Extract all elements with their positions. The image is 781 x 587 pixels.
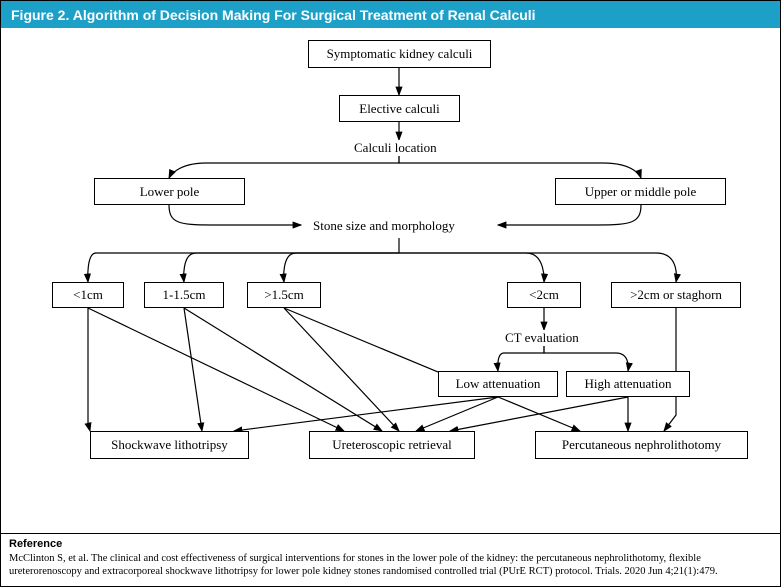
edge-t3: [284, 308, 399, 431]
node-n13: Low attenuation: [438, 371, 558, 397]
edge-e5c: [284, 253, 399, 282]
edge-e5a: [88, 253, 399, 282]
reference-text: McClinton S, et al. The clinical and cos…: [9, 552, 772, 578]
edge-e5b: [184, 253, 399, 282]
node-n4: Lower pole: [94, 178, 245, 205]
node-n9: >1.5cm: [247, 282, 321, 308]
edge-t6: [664, 308, 676, 431]
figure-title: Figure 2. Algorithm of Decision Making F…: [11, 7, 536, 23]
edge-e3a: [169, 156, 399, 178]
edge-e4a: [169, 205, 301, 225]
edge-e5e: [399, 253, 676, 282]
edge-t2: [184, 308, 202, 431]
edge-e5d: [399, 253, 544, 282]
edge-e3b: [399, 156, 641, 178]
figure-title-bar: Figure 2. Algorithm of Decision Making F…: [1, 1, 780, 28]
reference-heading: Reference: [9, 538, 772, 552]
edge-t1: [88, 308, 90, 431]
edge-e4b: [498, 205, 641, 225]
flowchart-canvas: Calculi location Stone size and morpholog…: [1, 28, 780, 523]
node-n14: High attenuation: [566, 371, 690, 397]
node-n7: <1cm: [52, 282, 124, 308]
edge-t2b: [184, 308, 382, 431]
edge-t4: [234, 397, 498, 431]
node-n5: Upper or middle pole: [555, 178, 726, 205]
label-stone_size: Stone size and morphology: [312, 218, 456, 234]
node-n2: Elective calculi: [339, 95, 460, 122]
edge-t1b: [88, 308, 344, 431]
label-calculi_location: Calculi location: [353, 140, 438, 156]
reference-section: Reference McClinton S, et al. The clinic…: [1, 533, 780, 586]
node-n11: >2cm or staghorn: [611, 282, 741, 308]
node-n8: 1-1.5cm: [144, 282, 224, 308]
figure-container: Figure 2. Algorithm of Decision Making F…: [0, 0, 781, 587]
node-n10: <2cm: [507, 282, 581, 308]
node-n15: Shockwave lithotripsy: [90, 431, 249, 459]
edge-e6b: [544, 346, 628, 371]
edge-t3b: [284, 308, 580, 431]
node-n16: Ureteroscopic retrieval: [309, 431, 475, 459]
edge-t5: [450, 397, 628, 431]
edge-e6a: [498, 346, 544, 371]
label-ct_eval: CT evaluation: [504, 330, 580, 346]
node-n1: Symptomatic kidney calculi: [308, 40, 491, 68]
edge-t4b: [416, 397, 498, 431]
node-n17: Percutaneous nephrolithotomy: [535, 431, 748, 459]
